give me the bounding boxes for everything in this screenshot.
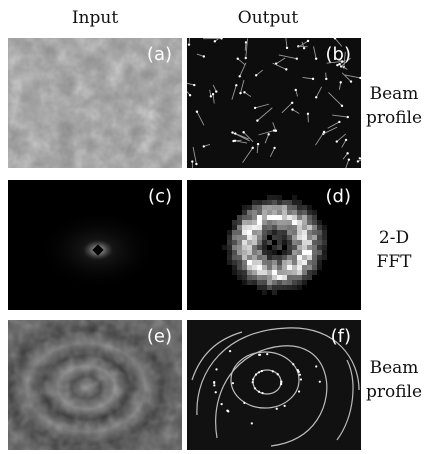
- panel-label-f: (f): [330, 326, 351, 347]
- row-label-3: Beam profile: [365, 358, 423, 402]
- panel-label-a: (a): [146, 44, 172, 65]
- row-label-1: Beam profile: [365, 84, 423, 128]
- row-label-2: 2-D FFT: [376, 228, 412, 272]
- column-header-input: Input: [71, 8, 119, 28]
- panel-a-input-beam-profile: (a): [8, 38, 182, 168]
- panel-label-d: (d): [325, 186, 351, 207]
- panel-e-input-beam-profile: (e): [8, 320, 182, 450]
- panel-d-output-fft: (d): [187, 180, 361, 310]
- panel-b-output-beam-profile: (b): [187, 38, 361, 168]
- panel-label-b: (b): [325, 44, 351, 65]
- panel-label-e: (e): [146, 326, 172, 347]
- panel-c-input-fft: (c): [8, 180, 182, 310]
- column-header-output: Output: [237, 8, 299, 28]
- panel-label-c: (c): [148, 186, 172, 207]
- panel-f-output-beam-profile: (f): [187, 320, 361, 450]
